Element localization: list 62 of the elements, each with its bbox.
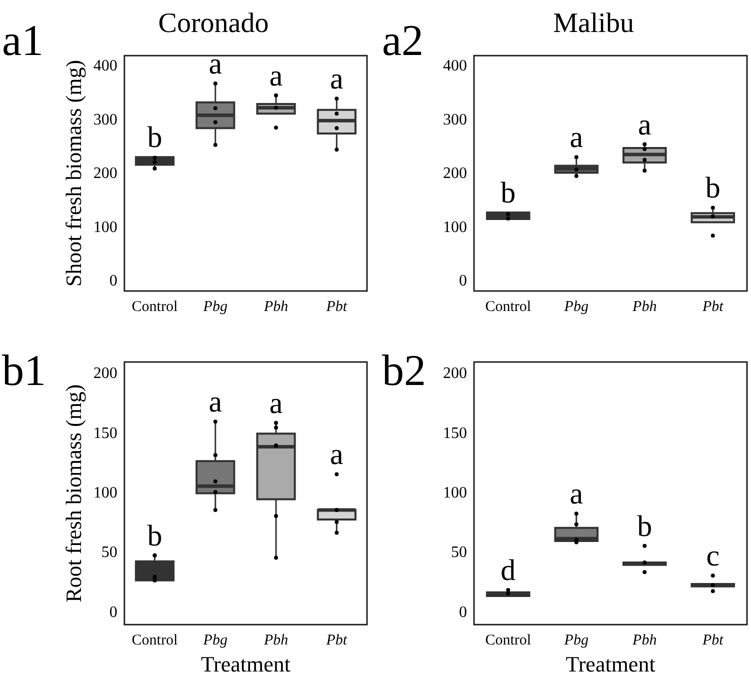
- x-tick-label: Pbg: [202, 632, 228, 649]
- annotation: b: [147, 519, 162, 552]
- y-tick-label: 50: [451, 544, 467, 562]
- annotation: a: [208, 48, 222, 81]
- x-tick-label: Control: [132, 298, 178, 315]
- annotation: c: [706, 540, 720, 573]
- annotation: b: [500, 176, 516, 210]
- annotation: d: [500, 554, 516, 587]
- y-tick-label: 300: [93, 111, 118, 128]
- x-tick-label: Pbg: [202, 298, 228, 315]
- x-tick-label: Control: [485, 632, 532, 649]
- y-tick-label: 100: [93, 218, 118, 236]
- annotation: a: [638, 108, 652, 142]
- x-tick-label: Pbt: [325, 632, 348, 649]
- y-tick-label: 300: [443, 111, 467, 128]
- y-tick-label: 0: [109, 604, 118, 621]
- annotation: a: [330, 438, 344, 472]
- chart-title: Coronado: [158, 8, 269, 40]
- x-tick-label: Pbh: [632, 632, 657, 649]
- annotation: a: [208, 386, 222, 419]
- y-tick-label: 100: [93, 484, 118, 502]
- y-tick-label: 400: [443, 58, 467, 75]
- x-tick-label: Pbh: [262, 298, 288, 315]
- x-tick-label: Pbt: [701, 298, 724, 315]
- y-tick-label: 400: [93, 58, 118, 75]
- x-axis-title: Treatment: [566, 652, 656, 677]
- annotation: b: [705, 172, 720, 205]
- text: b1: [2, 346, 46, 395]
- y-axis-title: Shoot fresh biomass (mg): [60, 60, 86, 287]
- y-tick-label: 150: [443, 424, 467, 442]
- x-tick-label: Control: [485, 298, 532, 315]
- text: b2: [382, 346, 426, 395]
- y-tick-label: 100: [443, 484, 467, 502]
- x-tick-label: Pbg: [563, 632, 589, 649]
- x-tick-label: Pbt: [325, 298, 348, 315]
- y-tick-label: 200: [443, 165, 467, 182]
- annotation: a: [330, 62, 344, 96]
- annotation: a: [570, 121, 584, 154]
- y-tick-label: 50: [101, 544, 118, 562]
- x-tick-label: Control: [132, 632, 178, 649]
- annotation: a: [570, 478, 584, 511]
- y-tick-label: 150: [93, 424, 118, 442]
- y-tick-label: 200: [93, 165, 118, 182]
- y-tick-label: 100: [443, 218, 467, 236]
- y-tick-label: 200: [443, 365, 467, 382]
- y-axis-title: Root fresh biomass (mg): [60, 384, 86, 602]
- chart-title: Malibu: [553, 8, 634, 40]
- x-tick-label: Pbt: [701, 632, 724, 649]
- x-tick-label: Pbg: [563, 298, 589, 315]
- text: a1: [2, 16, 44, 65]
- y-tick-label: 0: [459, 272, 467, 290]
- annotation: b: [147, 121, 162, 154]
- y-tick-label: 200: [93, 365, 118, 382]
- annotation: b: [637, 510, 652, 543]
- annotation: a: [269, 386, 283, 420]
- y-tick-label: 0: [459, 604, 467, 621]
- text: a2: [382, 16, 424, 65]
- x-axis-title: Treatment: [200, 652, 291, 677]
- x-tick-label: Pbh: [632, 298, 657, 315]
- annotation: a: [269, 59, 283, 92]
- y-tick-label: 0: [109, 272, 118, 290]
- x-tick-label: Pbh: [262, 632, 288, 649]
